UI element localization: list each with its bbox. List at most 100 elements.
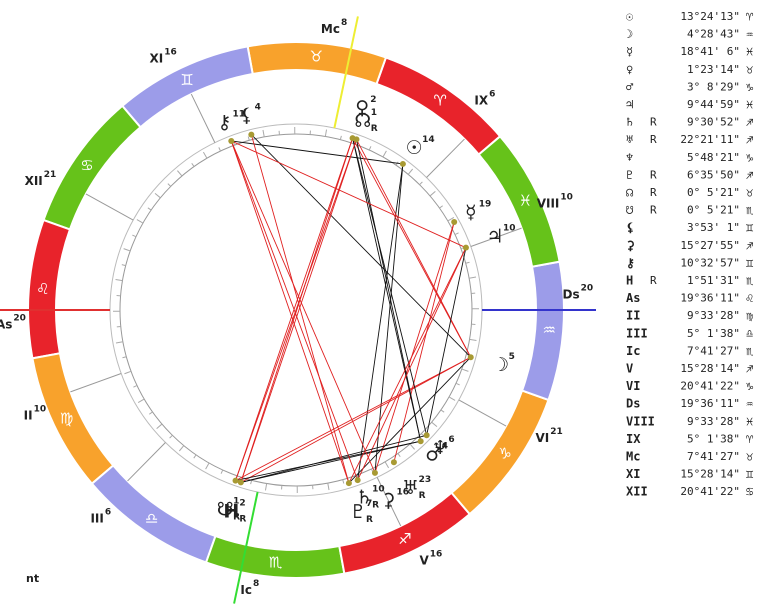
row-sign: ♉ [746, 186, 753, 200]
house-cusp [70, 373, 122, 393]
degree-tick [115, 278, 123, 282]
row-glyph: ♀ [626, 62, 633, 76]
cusp-degree: 20 [13, 313, 26, 323]
planet-point [248, 131, 255, 138]
planet-label: ☋ 1 R [217, 496, 240, 522]
row-sign: ♈ [746, 432, 754, 446]
aspect-line [393, 221, 455, 463]
planet-label: ♄ 10 R [356, 485, 385, 511]
cusp-label: IX 6 [474, 89, 495, 107]
row-position: 20°41'22" [680, 380, 740, 393]
degree-tick [124, 370, 132, 375]
sign-glyph: ♋ [80, 156, 93, 174]
row-sign: ♒ [746, 27, 753, 41]
row-position: 19°36'11" [680, 292, 740, 305]
sign-glyph: ♏ [269, 554, 283, 572]
degree-tick [324, 129, 328, 137]
degree-tick [137, 398, 145, 404]
row-position: 9°33'28" [687, 415, 740, 428]
row-position: 9°33'28" [687, 309, 740, 322]
row-position: 7°41'27" [687, 344, 740, 357]
row-position: 9°30'52" [687, 116, 740, 129]
aspect-line [235, 440, 421, 482]
aspect-line [231, 140, 403, 165]
row-position: 1°51'31" [687, 274, 740, 287]
aspect-line [374, 221, 455, 474]
aspect-line [356, 139, 422, 442]
row-glyph: Ic [626, 344, 640, 358]
degree-tick [178, 445, 185, 452]
planet-point [345, 480, 352, 487]
planet-degree: 2 [239, 498, 245, 508]
degree-tick [122, 356, 127, 359]
footer: nt [26, 572, 39, 585]
degree-tick [193, 454, 197, 459]
aspect-line [235, 356, 471, 482]
cusp-degree: 8 [341, 18, 347, 28]
planet-glyph: ☽ [492, 354, 509, 376]
planet-degree: 6 [448, 435, 454, 445]
row-sign: ♐ [746, 133, 753, 147]
planet-glyph: ♅ [402, 477, 419, 499]
planet-glyph: ☋ [217, 498, 234, 520]
table-row: II 9°33'28" ♍ [626, 309, 754, 323]
table-row: ♀ 1°23'14" ♉ [626, 62, 753, 76]
row-retro: R [650, 168, 657, 181]
table-row: Mc 7°41'27" ♉ [626, 450, 753, 464]
planet-label: ⚳ 16 [382, 487, 409, 511]
aspect-line [356, 139, 472, 358]
row-position: 13°24'13" [680, 10, 740, 23]
degree-tick [132, 234, 137, 238]
planet-retro: R [372, 501, 379, 511]
table-row: V 15°28'14" ♐ [626, 362, 753, 376]
planet-point [462, 244, 469, 251]
table-row: ☋ R 0° 5'21" ♏ [626, 203, 754, 217]
aspect-line [357, 247, 467, 481]
cusp-degree: 16 [164, 47, 177, 57]
planet-glyph: ♄ [356, 487, 373, 509]
row-glyph: Ds [626, 397, 640, 411]
degree-tick [169, 434, 173, 439]
planet-degree: 10 [372, 485, 385, 495]
degree-tick [115, 341, 123, 344]
row-position: 15°27'55" [680, 239, 740, 252]
row-glyph: ⚷ [626, 256, 635, 270]
aspect-line [352, 137, 422, 442]
degree-tick [218, 147, 221, 152]
sign-glyph: ♍ [60, 409, 73, 427]
table-row: III 5° 1'38" ♎ [626, 326, 753, 340]
aspect-line [240, 356, 471, 483]
row-position: 3° 8'29" [687, 80, 740, 93]
cusp-name: III [90, 512, 103, 526]
degree-tick [167, 183, 172, 187]
planet-glyph: ♀ [355, 97, 369, 119]
row-sign: ♊ [746, 256, 754, 270]
planet-degree: 5 [509, 352, 515, 362]
planet-glyph: ⚳ [382, 489, 396, 511]
planet-degree: 11 [233, 110, 246, 120]
planet-point [228, 137, 235, 144]
table-row: ♇ R 6°35'50" ♐ [626, 168, 753, 182]
aspect-line [251, 134, 472, 358]
sign-glyph: ♌ [36, 280, 49, 298]
planet-label: H 2 R [223, 498, 246, 524]
sign-glyph: ♒ [542, 321, 555, 339]
row-position: 15°28'14" [680, 468, 740, 481]
row-sign: ♑ [745, 379, 753, 393]
row-sign: ♒ [746, 397, 753, 411]
aspect-line [240, 440, 421, 483]
house-cusp [85, 193, 134, 221]
row-position: 5° 1'38" [687, 432, 740, 445]
aspect-line [240, 434, 427, 483]
table-row: XII 20°41'22" ♋ [626, 485, 753, 499]
planet-point [237, 479, 244, 486]
row-glyph: ♄ [626, 115, 633, 129]
cusp-name: Ds [563, 288, 580, 302]
cusp-label: Ic 8 [240, 579, 259, 597]
house-cusp [376, 477, 402, 527]
house-cusp [233, 491, 259, 604]
table-row: ☊ R 0° 5'21" ♉ [626, 186, 753, 200]
row-glyph: ♃ [626, 98, 633, 112]
degree-tick [121, 264, 126, 267]
row-position: 15°28'14" [680, 362, 740, 375]
